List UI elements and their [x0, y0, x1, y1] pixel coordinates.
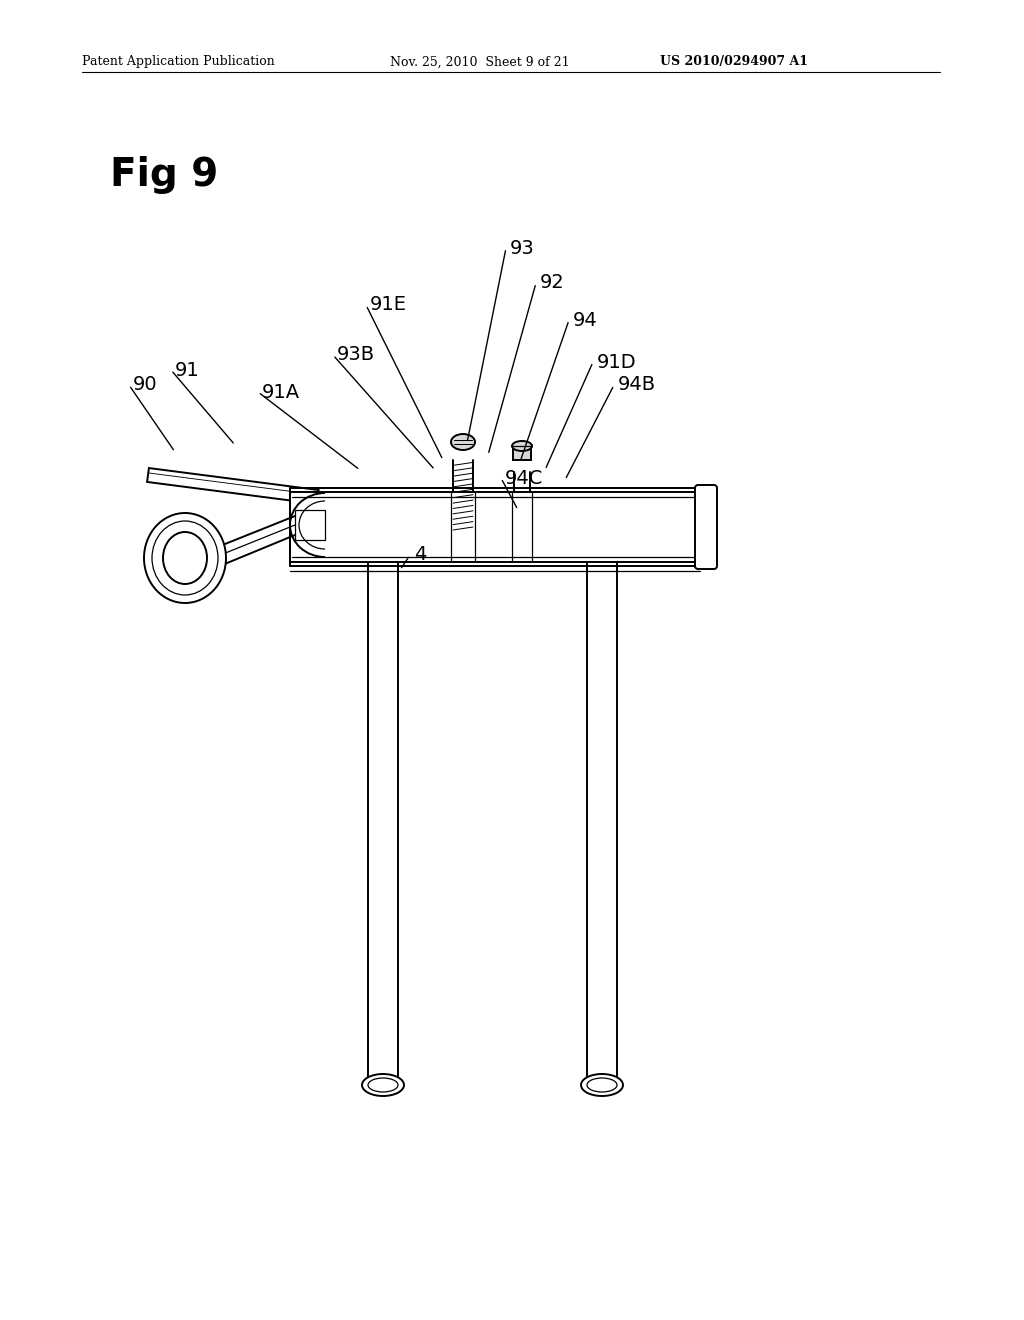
Text: Nov. 25, 2010  Sheet 9 of 21: Nov. 25, 2010 Sheet 9 of 21 — [390, 55, 569, 69]
Text: 92: 92 — [540, 273, 565, 293]
Ellipse shape — [581, 1074, 623, 1096]
Text: Fig 9: Fig 9 — [110, 156, 218, 194]
FancyBboxPatch shape — [695, 484, 717, 569]
Ellipse shape — [144, 513, 226, 603]
Text: 93B: 93B — [337, 346, 375, 364]
Text: 91D: 91D — [597, 352, 637, 371]
Ellipse shape — [362, 1074, 404, 1096]
Text: 4: 4 — [414, 545, 426, 565]
Text: Patent Application Publication: Patent Application Publication — [82, 55, 274, 69]
Text: 91E: 91E — [370, 296, 407, 314]
Ellipse shape — [163, 532, 207, 583]
Ellipse shape — [152, 521, 218, 595]
Bar — [513, 446, 531, 459]
Ellipse shape — [512, 441, 532, 451]
Ellipse shape — [587, 1078, 617, 1092]
Ellipse shape — [451, 434, 475, 450]
Bar — [295, 510, 325, 540]
Ellipse shape — [368, 1078, 398, 1092]
Text: 94: 94 — [573, 310, 598, 330]
Bar — [290, 492, 700, 562]
Text: 94B: 94B — [618, 375, 656, 395]
Text: 91: 91 — [175, 360, 200, 380]
Text: 93: 93 — [510, 239, 535, 257]
Text: 94C: 94C — [505, 469, 544, 487]
Text: 91A: 91A — [262, 383, 300, 401]
Text: US 2010/0294907 A1: US 2010/0294907 A1 — [660, 55, 808, 69]
Text: 90: 90 — [133, 375, 158, 395]
